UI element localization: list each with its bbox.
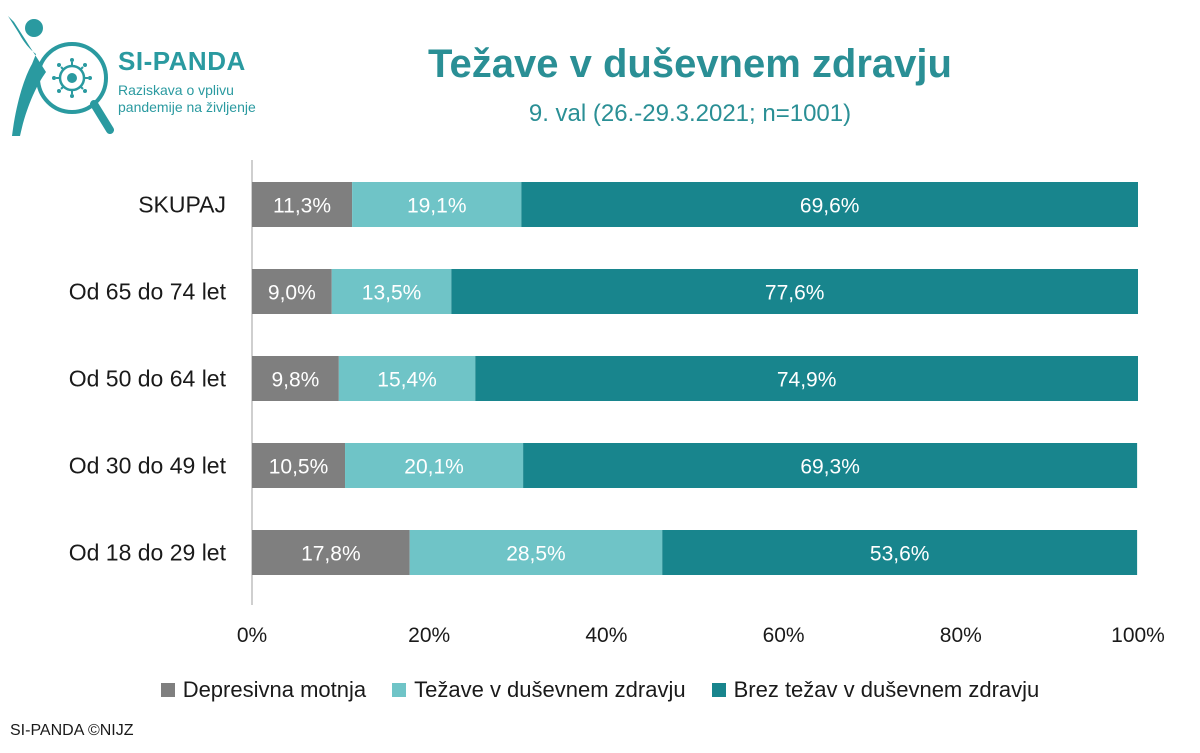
- legend-label: Težave v duševnem zdravju: [414, 677, 686, 702]
- footer-credit: SI-PANDA ©NIJZ: [10, 722, 134, 739]
- legend-item: Težave v duševnem zdravju: [392, 677, 686, 703]
- logo-title: SI-PANDA: [118, 46, 246, 76]
- category-label: SKUPAJ: [138, 192, 226, 218]
- legend-label: Brez težav v duševnem zdravju: [733, 677, 1040, 702]
- bar-segment: [331, 269, 452, 314]
- bar-segment: [252, 269, 332, 314]
- data-label: 9,0%: [268, 282, 316, 305]
- bar-segment: [475, 356, 1139, 401]
- chart-title: Težave v duševnem zdravju: [428, 42, 952, 86]
- logo: SI-PANDA Raziskava o vplivu pandemije na…: [6, 8, 256, 148]
- bar-segment: [451, 269, 1139, 314]
- category-label: Od 65 do 74 let: [69, 279, 227, 305]
- category-label: Od 18 do 29 let: [69, 540, 227, 566]
- x-tick-label: 80%: [940, 624, 982, 647]
- data-label: 53,6%: [870, 543, 930, 566]
- bar-segment: [252, 356, 339, 401]
- logo-subtitle: Raziskava o vplivu pandemije na življenj…: [118, 82, 256, 115]
- x-tick-label: 60%: [763, 624, 805, 647]
- data-label: 20,1%: [404, 456, 464, 479]
- legend-item: Depresivna motnja: [160, 677, 367, 703]
- bar-segment: [523, 443, 1138, 488]
- bar-segment: [252, 443, 346, 488]
- legend-label: Depresivna motnja: [182, 677, 367, 702]
- legend-swatch: [711, 683, 726, 697]
- data-label: 11,3%: [273, 195, 331, 218]
- data-label: 13,5%: [362, 282, 422, 305]
- data-label: 69,3%: [800, 456, 860, 479]
- bar-segment: [252, 182, 353, 227]
- bar-segment: [252, 530, 410, 575]
- data-label: 10,5%: [269, 456, 329, 479]
- data-label: 15,4%: [377, 369, 437, 392]
- data-label: 69,6%: [800, 195, 860, 218]
- data-label: 9,8%: [271, 369, 319, 392]
- legend-item: Brez težav v duševnem zdravju: [711, 677, 1040, 703]
- chart-subtitle: 9. val (26.-29.3.2021; n=1001): [528, 100, 852, 127]
- data-label: 74,9%: [777, 369, 837, 392]
- legend-swatch: [392, 683, 407, 697]
- category-label: Od 30 do 49 let: [69, 453, 227, 479]
- bar-segment: [345, 443, 524, 488]
- data-label: 19,1%: [407, 195, 467, 218]
- x-tick-label: 40%: [585, 624, 627, 647]
- bar-segment: [352, 182, 522, 227]
- data-label: 77,6%: [765, 282, 825, 305]
- bar-segment: [409, 530, 663, 575]
- data-label: 17,8%: [301, 543, 361, 566]
- legend: Depresivna motnja Težave v duševnem zdra…: [0, 677, 1200, 703]
- legend-swatch: [160, 683, 175, 697]
- x-tick-label: 20%: [408, 624, 450, 647]
- x-tick-label: 0%: [237, 624, 267, 647]
- stacked-bar-chart: SKUPAJ 11,3% 19,1% 69,6% Od 65 do 74 let 9,0%…: [69, 160, 1165, 647]
- bar-segment: [338, 356, 476, 401]
- magnifier-virus-icon: [8, 16, 114, 136]
- x-tick-label: 100%: [1111, 624, 1165, 647]
- data-label: 28,5%: [506, 543, 566, 566]
- category-label: Od 50 do 64 let: [69, 366, 227, 392]
- bar-segment: [521, 182, 1138, 227]
- bar-segment: [662, 530, 1138, 575]
